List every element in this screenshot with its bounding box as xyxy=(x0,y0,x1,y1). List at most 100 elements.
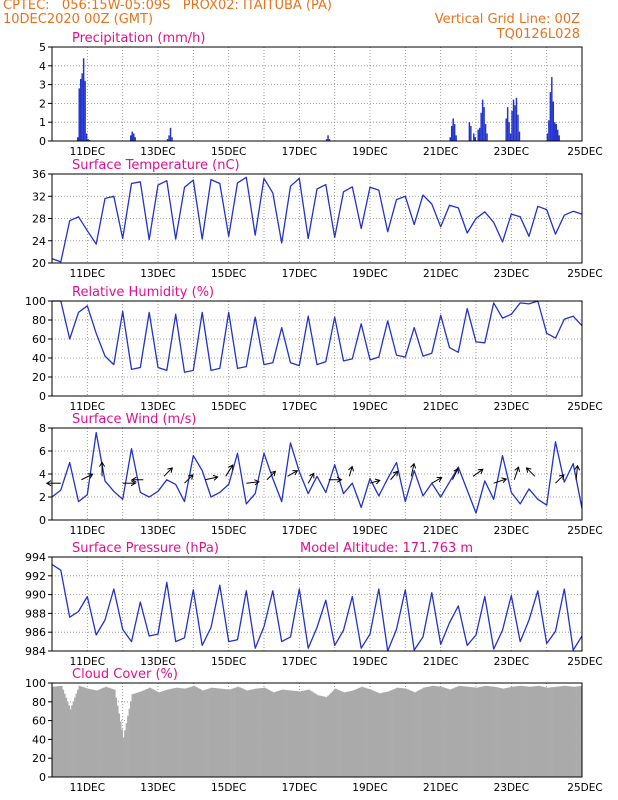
cloud-cover-bar xyxy=(180,688,182,777)
cloud-cover-bar xyxy=(355,689,358,777)
cloud-cover-bar xyxy=(502,688,505,777)
panel-1 xyxy=(48,46,583,142)
cloud-cover-bar xyxy=(556,686,559,777)
cloud-cover-bar xyxy=(543,687,546,777)
x-tick-label: 11DEC xyxy=(70,401,105,413)
x-tick-label: 19DEC xyxy=(352,146,387,158)
x-tick-label: 13DEC xyxy=(140,782,175,794)
cloud-cover-bar xyxy=(450,688,453,777)
precip-bar xyxy=(508,122,510,141)
cloud-cover-bar xyxy=(297,691,300,777)
cloud-cover-bar xyxy=(234,687,237,777)
cloud-cover-bar xyxy=(551,687,553,777)
precip-bar xyxy=(78,88,80,141)
cloud-cover-bar xyxy=(183,688,185,777)
cloud-cover-bar xyxy=(266,689,269,777)
y-tick-label: 0 xyxy=(39,514,46,527)
cloud-cover-bar xyxy=(74,697,76,777)
x-tick-label: 25DEC xyxy=(567,146,602,158)
cloud-cover-bar xyxy=(274,691,277,777)
cloud-cover-bar xyxy=(280,690,282,777)
x-tick-label: 11DEC xyxy=(70,525,105,537)
cloud-cover-bar xyxy=(255,688,257,777)
cloud-cover-bar xyxy=(509,687,512,777)
cloud-cover-bar xyxy=(289,690,291,777)
cloud-cover-bar xyxy=(109,688,112,777)
wind-vector-arrowhead xyxy=(292,470,299,476)
cloud-cover-bar xyxy=(268,690,271,777)
cloud-cover-bar xyxy=(417,690,419,777)
x-tick-label: 23DEC xyxy=(494,268,529,280)
cloud-cover-bar xyxy=(128,708,131,777)
cloud-cover-bar xyxy=(78,685,81,777)
cloud-cover-bar xyxy=(84,687,87,777)
cloud-cover-bar xyxy=(174,688,176,777)
wind-vector xyxy=(307,473,315,484)
cloud-cover-bar xyxy=(471,687,474,777)
cloud-cover-bar xyxy=(258,688,260,777)
precip-bar xyxy=(483,107,485,141)
x-tick-label: 17DEC xyxy=(282,782,317,794)
cloud-cover-bar xyxy=(478,687,481,777)
cloud-cover-bar xyxy=(381,692,384,777)
cloud-cover-bar xyxy=(520,685,522,777)
cloud-cover-bar xyxy=(342,691,344,777)
precip-bar xyxy=(484,124,487,141)
cloud-cover-bar xyxy=(194,686,197,777)
cloud-cover-bar xyxy=(506,687,509,777)
cloud-cover-bar xyxy=(309,690,312,777)
cloud-cover-bar xyxy=(498,687,500,777)
cloud-cover-bar xyxy=(169,688,172,777)
cloud-cover-bar xyxy=(350,690,353,777)
cloud-cover-bar xyxy=(252,689,254,777)
cloud-cover-bar xyxy=(400,688,403,777)
cloud-cover-bar xyxy=(358,688,360,777)
cloud-cover-bar xyxy=(106,687,109,777)
cloud-cover-bar xyxy=(537,685,540,777)
y-tick-label: 5 xyxy=(39,41,46,54)
cloud-cover-bar xyxy=(415,691,418,777)
precip-bar xyxy=(168,135,170,141)
cloud-cover-bar xyxy=(178,688,181,777)
cloud-cover-bar xyxy=(434,686,437,777)
cloud-cover-bar xyxy=(302,690,305,777)
cloud-cover-bar xyxy=(406,689,409,777)
cloud-cover-bar xyxy=(168,689,171,777)
cloud-cover-bar xyxy=(216,688,219,777)
cloud-cover-bar xyxy=(272,692,275,777)
cloud-cover-bar xyxy=(452,688,455,777)
precip-bar xyxy=(131,131,133,141)
cloud-cover-bar xyxy=(579,686,581,777)
cloud-cover-bar xyxy=(458,685,461,777)
cloud-cover-bar xyxy=(339,690,341,777)
cloud-cover-bar xyxy=(440,686,443,777)
cloud-cover-bar xyxy=(337,689,340,777)
cloud-cover-bar xyxy=(456,686,459,777)
cloud-cover-bar xyxy=(384,692,387,777)
cloud-cover-bar xyxy=(420,689,422,777)
wind-vector xyxy=(184,474,194,484)
cloud-cover-bar xyxy=(208,688,210,777)
cloud-cover-bar xyxy=(91,689,94,777)
wind-vector xyxy=(431,477,442,484)
cloud-cover-bar xyxy=(568,686,571,777)
precip-bar xyxy=(551,77,553,141)
cloud-cover-bar xyxy=(530,686,533,777)
x-tick-label: 13DEC xyxy=(140,146,175,158)
precip-bar xyxy=(512,99,515,141)
cloud-cover-bar xyxy=(409,690,412,777)
precip-bar xyxy=(130,135,132,141)
cloud-cover-bar xyxy=(515,686,518,777)
cloud-cover-bar xyxy=(347,691,350,777)
wind-vector-arrowhead xyxy=(131,476,137,483)
cloud-cover-bar xyxy=(259,688,262,777)
cloud-cover-bar xyxy=(411,691,413,777)
cloud-cover-bar xyxy=(131,694,134,777)
cloud-cover-bar xyxy=(562,685,565,777)
wind-vector xyxy=(163,467,173,477)
wind-vector xyxy=(526,467,536,477)
precip-bar xyxy=(509,133,512,141)
cloud-cover-bar xyxy=(246,690,249,777)
y-tick-label: 8 xyxy=(39,422,46,435)
x-tick-label: 23DEC xyxy=(494,525,529,537)
